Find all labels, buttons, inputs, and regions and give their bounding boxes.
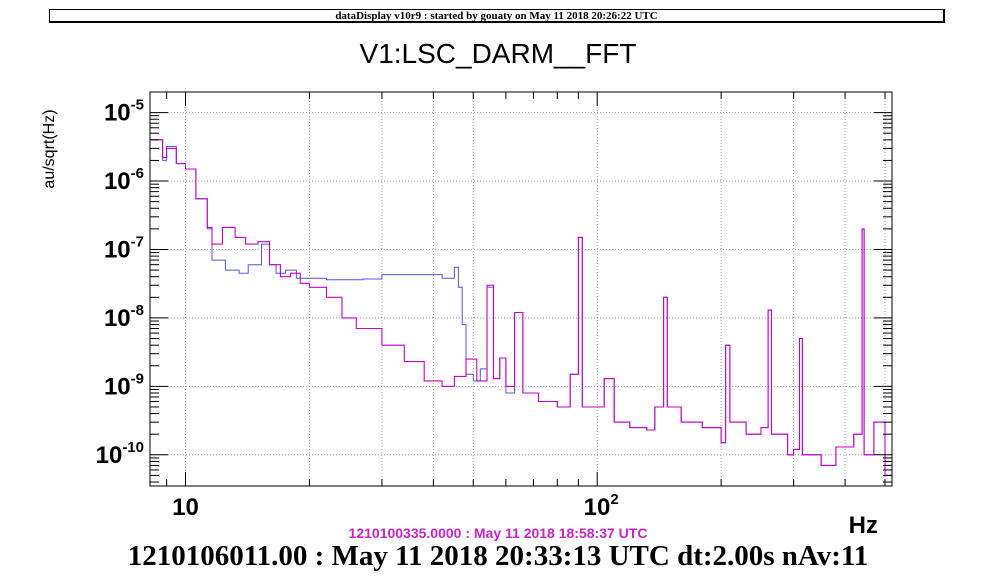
series-group: [150, 139, 892, 476]
y-tick-label: 10-10: [96, 439, 144, 469]
series-line-2: [150, 139, 892, 476]
axes: [149, 91, 893, 487]
x-tick-label: 10: [172, 494, 199, 521]
x-axis-label: Hz: [849, 512, 878, 539]
tick-labels: 10-5 10-6 10-7 10-8 10-9 10-10 10 102 Hz: [96, 97, 878, 539]
reference-timestamp: 1210100335.0000 : May 11 2018 18:58:37 U…: [348, 525, 648, 541]
status-line: 1210106011.00 : May 11 2018 20:33:13 UTC…: [127, 540, 869, 572]
banner-text: dataDisplay v10r9 : started by gouaty on…: [335, 10, 658, 22]
x-tick-label: 102: [584, 491, 619, 521]
grid: [150, 92, 892, 486]
app-banner: dataDisplay v10r9 : started by gouaty on…: [49, 9, 945, 23]
y-tick-label: 10-6: [104, 165, 144, 195]
y-tick-label: 10-9: [104, 370, 144, 400]
series-layer: [150, 139, 892, 476]
y-tick-label: 10-5: [104, 97, 144, 127]
y-tick-label: 10-8: [104, 302, 144, 332]
plot-frame: [149, 91, 893, 487]
series-line-1: [150, 139, 892, 476]
chart-title: V1:LSC_DARM__FFT: [359, 38, 637, 69]
y-tick-label: 10-7: [104, 233, 144, 263]
